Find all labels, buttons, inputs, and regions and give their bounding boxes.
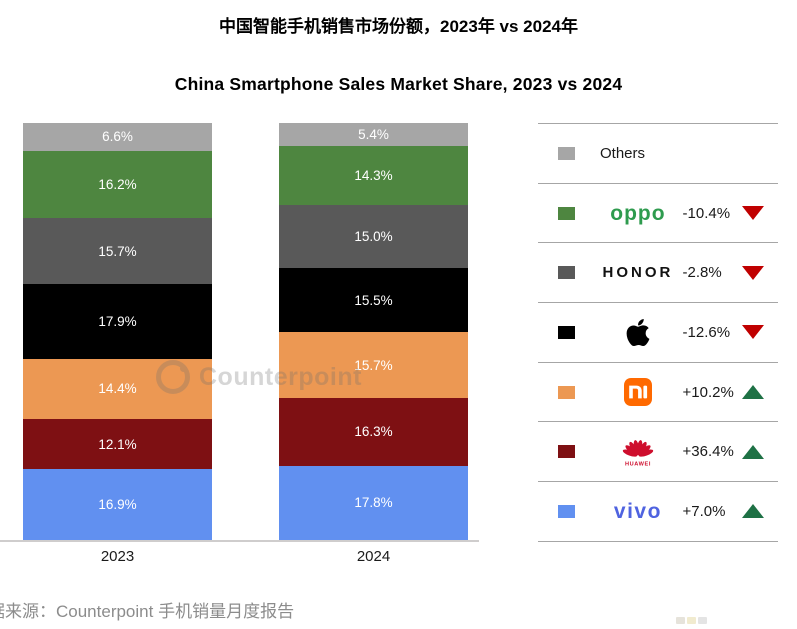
honor-logo-icon: HONOR bbox=[602, 264, 674, 282]
legend-swatch-huawei bbox=[558, 445, 575, 459]
legend-label-others: Others bbox=[600, 144, 646, 162]
bar-segment-label: 5.4% bbox=[358, 126, 389, 142]
change-label-vivo: +7.0% bbox=[682, 502, 726, 520]
change-label-xiaomi: +10.2% bbox=[682, 383, 734, 401]
legend-row-apple: -12.6% bbox=[538, 302, 778, 362]
source-note: 据来源：Counterpoint 手机销量月度报告 bbox=[0, 602, 295, 621]
legend-swatch-others bbox=[558, 146, 575, 160]
bar-segment-others-2024: 5.4% bbox=[279, 123, 468, 146]
bar-segment-honor-2024: 15.0% bbox=[279, 205, 468, 268]
bar-segment-label: 15.0% bbox=[354, 228, 393, 244]
bar-segment-label: 17.8% bbox=[354, 495, 393, 511]
bar-segment-label: 15.5% bbox=[354, 292, 393, 308]
bar-segment-label: 6.6% bbox=[102, 129, 133, 145]
bar-segment-label: 16.3% bbox=[354, 424, 393, 440]
legend: Others oppo -10.4% HONOR -2.8% -12.6% +10.2% HU… bbox=[538, 123, 778, 542]
bar-segment-label: 17.9% bbox=[98, 313, 137, 329]
bar-segment-vivo-2023: 16.9% bbox=[23, 469, 212, 540]
x-tick-2024: 2024 bbox=[356, 548, 391, 565]
bar-segment-apple-2023: 17.9% bbox=[23, 283, 212, 359]
x-axis-line bbox=[0, 540, 479, 542]
legend-swatch-apple bbox=[558, 325, 575, 339]
bar-segment-oppo-2024: 14.3% bbox=[279, 145, 468, 206]
xiaomi-logo-icon bbox=[623, 378, 652, 407]
legend-swatch-honor bbox=[558, 266, 575, 280]
oppo-logo-icon: oppo bbox=[610, 201, 666, 225]
legend-row-xiaomi: +10.2% bbox=[538, 361, 778, 422]
change-label-huawei: +36.4% bbox=[682, 443, 734, 461]
bar-2023: 6.6% 16.2% 15.7% 17.9% 14.4% 12.1% 16.9% bbox=[23, 123, 212, 540]
legend-swatch-vivo bbox=[558, 504, 575, 518]
bar-segment-others-2023: 6.6% bbox=[23, 123, 212, 151]
bar-segment-label: 16.2% bbox=[98, 176, 137, 192]
bar-segment-label: 14.3% bbox=[354, 167, 393, 183]
trend-down-icon bbox=[742, 265, 764, 280]
bar-segment-huawei-2023: 12.1% bbox=[23, 418, 212, 470]
bar-segment-apple-2024: 15.5% bbox=[279, 267, 468, 333]
change-label-oppo: -10.4% bbox=[682, 204, 731, 222]
bar-segment-label: 15.7% bbox=[354, 357, 393, 373]
legend-row-others: Others bbox=[538, 123, 778, 183]
svg-text:HUAWEI: HUAWEI bbox=[625, 461, 651, 467]
bar-segment-label: 12.1% bbox=[98, 436, 137, 452]
bar-segment-label: 15.7% bbox=[98, 243, 137, 259]
bar-segment-oppo-2023: 16.2% bbox=[23, 150, 212, 219]
legend-swatch-xiaomi bbox=[558, 385, 575, 399]
legend-row-honor: HONOR -2.8% bbox=[538, 242, 778, 302]
bar-segment-label: 14.4% bbox=[98, 381, 137, 397]
change-label-apple: -12.6% bbox=[682, 323, 731, 341]
title-chinese: 中国智能手机销售市场份额，2023年 vs 2024年 bbox=[219, 17, 578, 36]
legend-row-oppo: oppo -10.4% bbox=[538, 182, 778, 243]
huawei-logo-icon: HUAWEI bbox=[622, 439, 654, 467]
bar-segment-xiaomi-2024: 15.7% bbox=[279, 332, 468, 398]
bar-segment-label: 16.9% bbox=[98, 497, 137, 513]
bar-segment-honor-2023: 15.7% bbox=[23, 218, 212, 284]
bar-segment-huawei-2024: 16.3% bbox=[279, 397, 468, 466]
x-tick-2023: 2023 bbox=[100, 548, 135, 565]
trend-up-icon bbox=[742, 504, 764, 519]
vivo-logo-icon: vivo bbox=[613, 499, 662, 523]
legend-swatch-oppo bbox=[558, 206, 575, 220]
legend-row-vivo: vivo +7.0% bbox=[538, 481, 778, 542]
trend-up-icon bbox=[742, 444, 764, 459]
change-label-honor: -2.8% bbox=[682, 264, 722, 282]
trend-down-icon bbox=[742, 206, 764, 221]
bar-segment-vivo-2024: 17.8% bbox=[279, 465, 468, 540]
trend-up-icon bbox=[742, 385, 764, 400]
title-english: China Smartphone Sales Market Share, 202… bbox=[174, 74, 623, 94]
apple-logo-icon bbox=[626, 318, 650, 346]
bar-segment-xiaomi-2023: 14.4% bbox=[23, 358, 212, 419]
bar-2024: 5.4% 14.3% 15.0% 15.5% 15.7% 16.3% 17.8% bbox=[279, 123, 468, 540]
faint-corner-watermark bbox=[676, 617, 707, 624]
trend-down-icon bbox=[742, 325, 764, 340]
legend-row-huawei: HUAWEI +36.4% bbox=[538, 421, 778, 481]
